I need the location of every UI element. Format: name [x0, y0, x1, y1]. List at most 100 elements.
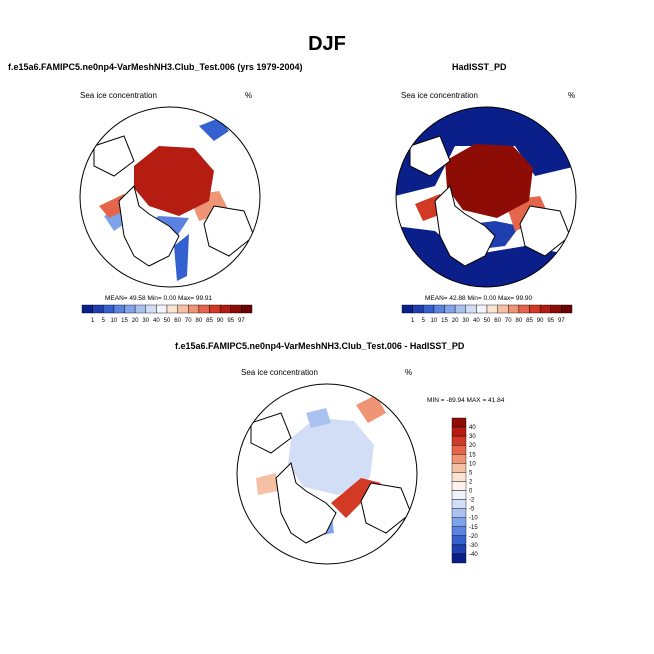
panel-3-colorbar-swatch [451, 517, 467, 527]
panel-2-colorbar-swatch [465, 304, 477, 314]
panel-2-colorbar-swatch [561, 304, 573, 314]
panel-1-colorbar-tick-label: 40 [153, 318, 160, 324]
panel-3-colorbar-swatch [451, 553, 467, 564]
panel-1-colorbar-swatch [92, 304, 104, 314]
panel-3-colorbar-swatch [451, 435, 467, 446]
panel-3-colorbar-swatch [451, 426, 467, 437]
panel-2-colorbar-tick-label: 30 [462, 318, 469, 324]
panel-2-colorbar-tick-label: 50 [484, 318, 491, 324]
panel-1-map [79, 106, 261, 288]
panel-2-colorbar-tick-label: 10 [431, 318, 438, 324]
panel-1-colorbar-tick-label: 15 [121, 318, 128, 324]
panel-3-colorbar-swatch [451, 454, 467, 464]
panel-1-colorbar-swatch [219, 304, 231, 314]
panel-1-colorbar-swatch [209, 304, 221, 314]
panel-2-colorbar-swatch [550, 304, 562, 314]
panel-1-variable: Sea ice concentration [80, 91, 157, 100]
panel-3-colorbar-tick-label: -30 [469, 543, 478, 549]
panel-1-colorbar-swatch [198, 304, 210, 314]
panel-3-colorbar-tick-label: -15 [469, 525, 478, 531]
panel-2-stats: MEAN= 42.88 Min= 0.00 Max= 99.90 [425, 295, 533, 302]
panel-2-colorbar-swatch [508, 304, 520, 314]
panel-1-colorbar: 1 5 10 15 20 30 40 50 60 70 80 85 90 95 97 [81, 304, 253, 324]
panel-2-colorbar-swatch [423, 304, 435, 314]
panel-3-colorbar-tick-label: 20 [469, 443, 476, 449]
panel-2-coastline [434, 185, 496, 267]
panel-3-colorbar-swatch [451, 544, 467, 555]
panel-2-colorbar-tick-label: 15 [441, 318, 448, 324]
panel-1-title: f.e15a6.FAMIPC5.ne0np4-VarMeshNH3.Club_T… [8, 62, 303, 72]
panel-1-colorbar-swatch [156, 304, 168, 314]
panel-2-colorbar-tick-label: 80 [516, 318, 523, 324]
panel-2-colorbar-tick-label: 1 [411, 318, 415, 324]
panel-2-colorbar-tick-label: 85 [526, 318, 533, 324]
panel-3-map [236, 383, 418, 565]
panel-2-colorbar-tick-label: 97 [558, 318, 565, 324]
panel-1-colorbar-tick-label: 30 [142, 318, 149, 324]
panel-1-units: % [245, 91, 253, 100]
panel-3-colorbar-swatch [451, 508, 467, 518]
panel-2-variable: Sea ice concentration [401, 91, 478, 100]
panel-3-colorbar-swatch [451, 463, 467, 473]
panel-2-map [395, 106, 577, 288]
panel-2-colorbar-tick-label: 90 [537, 318, 544, 324]
panel-3-colorbar-tick-label: 10 [469, 461, 476, 467]
panel-2-colorbar-tick-label: 70 [505, 318, 512, 324]
panel-1-colorbar-swatch [177, 304, 189, 314]
panel-3-colorbar-tick-label: 0 [469, 489, 473, 495]
panel-3-coastline [275, 462, 337, 544]
panel-2-colorbar-swatch [486, 304, 498, 314]
panel-3-units: % [405, 368, 413, 377]
panel-1-colorbar-tick-label: 1 [91, 318, 95, 324]
panel-2-colorbar-swatch [412, 304, 424, 314]
panel-3-colorbar-swatch [451, 490, 467, 500]
panel-1-colorbar-swatch [113, 304, 125, 314]
panel-3-title: f.e15a6.FAMIPC5.ne0np4-VarMeshNH3.Club_T… [175, 341, 465, 351]
panel-3-colorbar-tick-label: 2 [469, 479, 473, 485]
panel-3-variable: Sea ice concentration [241, 368, 318, 377]
panel-2-colorbar: 1 5 10 15 20 30 40 50 60 70 80 85 90 95 97 [401, 304, 573, 324]
panel-2-colorbar-swatch [433, 304, 445, 314]
panel-2-colorbar-tick-label: 60 [494, 318, 501, 324]
panel-2-colorbar-swatch [454, 304, 466, 314]
panel-2-colorbar-tick-label: 5 [422, 318, 426, 324]
panel-1-colorbar-swatch [166, 304, 178, 314]
panel-3-colorbar-swatch [451, 481, 467, 491]
panel-1-colorbar-tick-label: 90 [217, 318, 224, 324]
panel-2-colorbar-swatch [497, 304, 509, 314]
panel-3-colorbar-tick-label: 5 [469, 470, 473, 476]
panel-3-colorbar-swatch [451, 499, 467, 509]
panel-2-colorbar-tick-label: 40 [473, 318, 480, 324]
panel-1-colorbar-swatch [241, 304, 253, 314]
panel-2-colorbar-swatch [539, 304, 551, 314]
panel-3-colorbar-swatch [451, 535, 467, 546]
panel-2-colorbar-swatch [518, 304, 530, 314]
panel-3-colorbar-swatch [451, 472, 467, 482]
panel-1-colorbar-tick-label: 60 [174, 318, 181, 324]
panel-1-stats: MEAN= 49.58 Min= 0.00 Max= 99.91 [105, 295, 213, 302]
panel-1-colorbar-swatch [124, 304, 136, 314]
panel-3-colorbar-swatch [451, 526, 467, 537]
panel-1-coastline [118, 185, 180, 267]
panel-2-colorbar-swatch [401, 304, 413, 314]
panel-1-colorbar-tick-label: 95 [227, 318, 234, 324]
panel-3-colorbar-tick-label: -2 [469, 498, 475, 504]
panel-1-colorbar-swatch [134, 304, 146, 314]
panel-1-colorbar-swatch [188, 304, 200, 314]
panel-3-colorbar-tick-label: -5 [469, 507, 475, 513]
panel-3-colorbar-swatch [451, 444, 467, 455]
panel-1-colorbar-tick-label: 10 [111, 318, 118, 324]
panel-3-colorbar-tick-label: 30 [469, 434, 476, 440]
panel-3-colorbar-tick-label: -40 [469, 552, 478, 558]
panel-2-colorbar-swatch [476, 304, 488, 314]
panel-2-title: HadISST_PD [452, 62, 507, 72]
panel-3-colorbar-tick-label: 15 [469, 452, 476, 458]
panel-1-colorbar-tick-label: 5 [102, 318, 106, 324]
panel-2-colorbar-tick-label: 20 [452, 318, 459, 324]
panel-1-colorbar-tick-label: 97 [238, 318, 245, 324]
panel-2-units: % [568, 91, 576, 100]
panel-1-colorbar-tick-label: 20 [132, 318, 139, 324]
panel-1-colorbar-swatch [103, 304, 115, 314]
panel-3-colorbar-swatch [451, 417, 467, 428]
